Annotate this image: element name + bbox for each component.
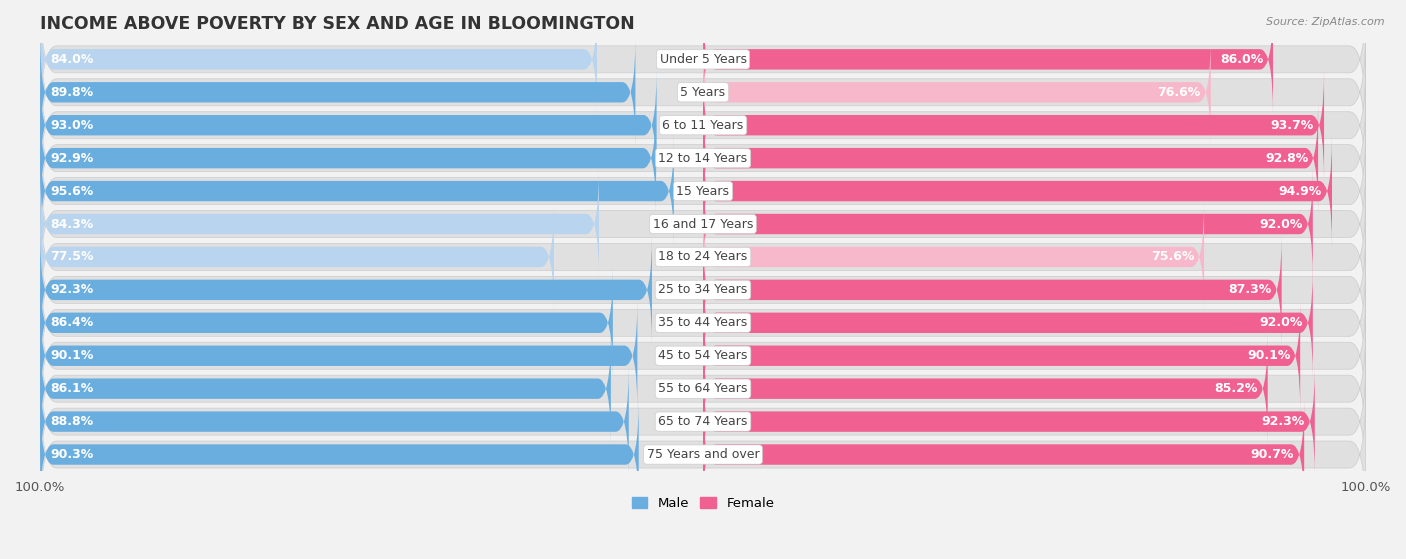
Text: 55 to 64 Years: 55 to 64 Years [658, 382, 748, 395]
FancyBboxPatch shape [703, 333, 1268, 444]
FancyBboxPatch shape [703, 69, 1324, 181]
Text: 25 to 34 Years: 25 to 34 Years [658, 283, 748, 296]
Text: 90.1%: 90.1% [51, 349, 94, 362]
Text: 92.8%: 92.8% [1265, 151, 1308, 165]
FancyBboxPatch shape [703, 37, 1211, 148]
Text: 92.0%: 92.0% [1260, 316, 1303, 329]
Text: 35 to 44 Years: 35 to 44 Years [658, 316, 748, 329]
FancyBboxPatch shape [703, 201, 1204, 312]
FancyBboxPatch shape [41, 333, 610, 444]
Text: 93.7%: 93.7% [1271, 119, 1315, 132]
Text: 45 to 54 Years: 45 to 54 Years [658, 349, 748, 362]
FancyBboxPatch shape [41, 4, 598, 115]
Text: 18 to 24 Years: 18 to 24 Years [658, 250, 748, 263]
Text: 5 Years: 5 Years [681, 86, 725, 99]
FancyBboxPatch shape [703, 168, 1313, 280]
Legend: Male, Female: Male, Female [626, 492, 780, 516]
Text: 93.0%: 93.0% [51, 119, 93, 132]
FancyBboxPatch shape [41, 188, 1365, 326]
Text: 16 and 17 Years: 16 and 17 Years [652, 217, 754, 230]
FancyBboxPatch shape [703, 399, 1305, 510]
Text: 88.8%: 88.8% [51, 415, 93, 428]
FancyBboxPatch shape [41, 234, 652, 345]
FancyBboxPatch shape [41, 168, 599, 280]
Text: 92.3%: 92.3% [1261, 415, 1305, 428]
FancyBboxPatch shape [41, 287, 1365, 425]
Text: 86.1%: 86.1% [51, 382, 93, 395]
FancyBboxPatch shape [703, 366, 1315, 477]
Text: 75.6%: 75.6% [1150, 250, 1194, 263]
FancyBboxPatch shape [41, 37, 636, 148]
FancyBboxPatch shape [703, 102, 1317, 214]
Text: 84.0%: 84.0% [51, 53, 94, 66]
Text: 90.3%: 90.3% [51, 448, 93, 461]
FancyBboxPatch shape [703, 135, 1331, 247]
FancyBboxPatch shape [703, 4, 1272, 115]
FancyBboxPatch shape [41, 267, 613, 378]
Text: Source: ZipAtlas.com: Source: ZipAtlas.com [1267, 17, 1385, 27]
Text: 94.9%: 94.9% [1279, 184, 1322, 197]
FancyBboxPatch shape [41, 155, 1365, 293]
Text: 84.3%: 84.3% [51, 217, 93, 230]
FancyBboxPatch shape [703, 234, 1282, 345]
Text: 77.5%: 77.5% [51, 250, 94, 263]
FancyBboxPatch shape [41, 254, 1365, 392]
FancyBboxPatch shape [703, 300, 1301, 411]
Text: INCOME ABOVE POVERTY BY SEX AND AGE IN BLOOMINGTON: INCOME ABOVE POVERTY BY SEX AND AGE IN B… [41, 15, 636, 33]
Text: 86.0%: 86.0% [1220, 53, 1263, 66]
Text: 90.1%: 90.1% [1247, 349, 1291, 362]
FancyBboxPatch shape [41, 399, 638, 510]
FancyBboxPatch shape [41, 122, 1365, 260]
Text: 6 to 11 Years: 6 to 11 Years [662, 119, 744, 132]
Text: 92.3%: 92.3% [51, 283, 93, 296]
FancyBboxPatch shape [41, 221, 1365, 359]
Text: Under 5 Years: Under 5 Years [659, 53, 747, 66]
FancyBboxPatch shape [41, 23, 1365, 161]
FancyBboxPatch shape [703, 267, 1313, 378]
FancyBboxPatch shape [41, 353, 1365, 490]
Text: 85.2%: 85.2% [1215, 382, 1258, 395]
Text: 90.7%: 90.7% [1251, 448, 1295, 461]
Text: 12 to 14 Years: 12 to 14 Years [658, 151, 748, 165]
Text: 92.0%: 92.0% [1260, 217, 1303, 230]
FancyBboxPatch shape [41, 366, 628, 477]
Text: 87.3%: 87.3% [1229, 283, 1271, 296]
Text: 15 Years: 15 Years [676, 184, 730, 197]
FancyBboxPatch shape [41, 201, 554, 312]
FancyBboxPatch shape [41, 69, 657, 181]
FancyBboxPatch shape [41, 300, 637, 411]
Text: 92.9%: 92.9% [51, 151, 93, 165]
FancyBboxPatch shape [41, 89, 1365, 227]
Text: 76.6%: 76.6% [1157, 86, 1201, 99]
FancyBboxPatch shape [41, 102, 657, 214]
FancyBboxPatch shape [41, 386, 1365, 523]
FancyBboxPatch shape [41, 0, 1365, 128]
Text: 86.4%: 86.4% [51, 316, 93, 329]
FancyBboxPatch shape [41, 320, 1365, 457]
Text: 95.6%: 95.6% [51, 184, 93, 197]
FancyBboxPatch shape [41, 56, 1365, 194]
Text: 65 to 74 Years: 65 to 74 Years [658, 415, 748, 428]
Text: 89.8%: 89.8% [51, 86, 93, 99]
FancyBboxPatch shape [41, 135, 673, 247]
Text: 75 Years and over: 75 Years and over [647, 448, 759, 461]
